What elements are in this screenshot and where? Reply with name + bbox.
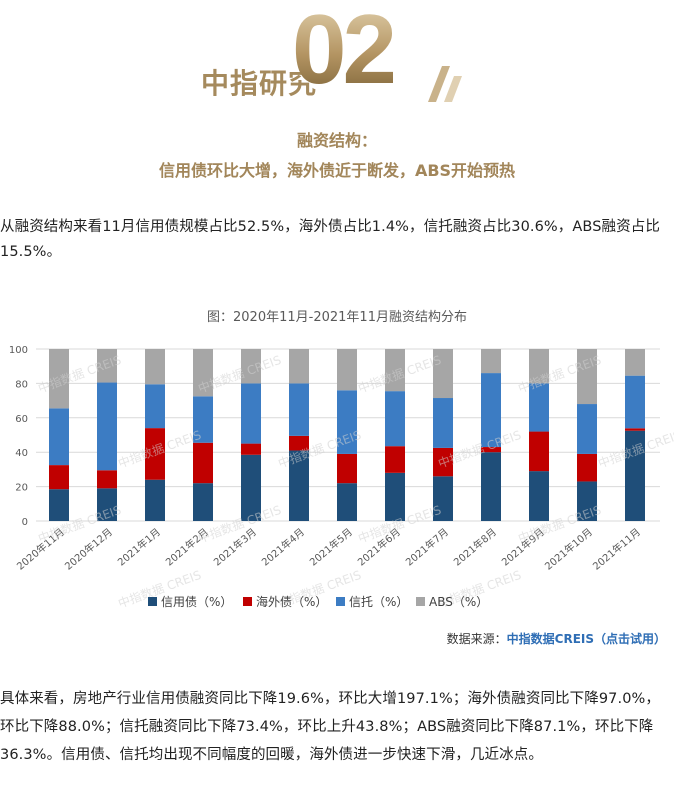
section-number: 02: [292, 0, 397, 104]
bar-trust: [289, 383, 309, 436]
bar-credit: [241, 454, 261, 521]
x-tick-label: 2021年1月: [115, 525, 163, 568]
section-header: 中指研究 02: [0, 0, 674, 120]
bar-abs: [433, 349, 453, 399]
x-tick-label: 2021年8月: [451, 525, 499, 568]
bar-overseas: [529, 431, 549, 472]
bar-trust: [625, 375, 645, 429]
bar-abs: [289, 349, 309, 384]
intro-paragraph: 从融资结构来看11月信用债规模占比52.5%，海外债占比1.4%，信托融资占比3…: [0, 219, 660, 260]
bar-abs: [145, 349, 165, 385]
bar-credit: [625, 430, 645, 521]
bar-trust: [481, 373, 501, 448]
bar-abs: [481, 349, 501, 374]
bar-trust: [49, 408, 69, 466]
y-tick-label: 20: [15, 483, 28, 494]
bar-credit: [289, 450, 309, 521]
y-tick-label: 40: [15, 448, 28, 459]
legend-label-abs: ABS（%）: [429, 595, 488, 609]
legend-swatch-abs: [416, 597, 425, 606]
source-prefix: 数据来源：: [446, 632, 507, 646]
legend-label-trust: 信托（%）: [349, 595, 408, 609]
brand-name: 中指研究: [201, 67, 318, 100]
y-tick-label: 60: [15, 414, 28, 425]
bar-overseas: [577, 453, 597, 482]
bar-credit: [337, 483, 357, 521]
bar-trust: [97, 382, 117, 471]
legend-label-overseas: 海外债（%）: [256, 594, 327, 609]
bar-credit: [385, 472, 405, 521]
y-tick-label: 0: [22, 517, 28, 528]
legend-swatch-trust: [336, 597, 345, 606]
bar-trust: [577, 404, 597, 454]
legend-label-credit: 信用债（%）: [161, 595, 232, 609]
chart-svg: 图：2020年11月-2021年11月融资结构分布 0 20 40 60 80 100 202…: [9, 310, 674, 611]
bar-abs: [241, 349, 261, 384]
section-title-line2: 信用债环比大增，海外债近于断发，ABS开始预热: [158, 161, 516, 180]
bar-credit: [481, 452, 501, 521]
bar-abs: [193, 349, 213, 397]
bar-abs: [337, 349, 357, 391]
bar-credit: [193, 483, 213, 521]
bar-trust: [193, 396, 213, 443]
bar-overseas: [625, 428, 645, 431]
bar-credit: [433, 476, 453, 521]
bar-overseas: [145, 428, 165, 480]
bar-abs: [49, 349, 69, 409]
bar-abs: [577, 349, 597, 405]
y-tick-label: 100: [9, 345, 28, 356]
bar-overseas: [289, 435, 309, 451]
bar-abs: [97, 349, 117, 383]
section-title-line1: 融资结构：: [296, 131, 377, 150]
x-tick-label: 2021年4月: [259, 525, 307, 568]
bar-credit: [529, 471, 549, 521]
bar-overseas: [49, 465, 69, 490]
source-link[interactable]: 中指数据CREIS（点击试用）: [506, 632, 666, 646]
bar-overseas: [385, 446, 405, 473]
bar-credit: [49, 489, 69, 521]
bar-trust: [433, 398, 453, 448]
x-tick-label: 2021年7月: [403, 525, 451, 568]
bar-trust: [241, 383, 261, 444]
y-tick-label: 80: [15, 379, 28, 390]
bar-trust: [529, 383, 549, 432]
legend-swatch-overseas: [243, 597, 252, 606]
bar-overseas: [433, 447, 453, 477]
bar-credit: [97, 488, 117, 521]
bar-overseas: [481, 447, 501, 453]
bar-abs: [385, 349, 405, 392]
financing-structure-chart: 图：2020年11月-2021年11月融资结构分布 0 20 40 60 80 100 202…: [0, 298, 674, 650]
bar-trust: [145, 384, 165, 429]
bar-trust: [337, 390, 357, 454]
bar-trust: [385, 391, 405, 447]
data-source: 数据来源：中指数据CREIS（点击试用）: [447, 630, 666, 647]
chart-title: 图：2020年11月-2021年11月融资结构分布: [207, 310, 467, 325]
bar-overseas: [193, 442, 213, 484]
decorative-slash-icon: [428, 66, 462, 102]
bar-overseas: [97, 470, 117, 489]
x-tick-label: 2021年5月: [307, 525, 355, 568]
bar-abs: [529, 349, 549, 384]
bar-credit: [145, 479, 165, 521]
body-paragraph: 具体来看，房地产行业信用债融资同比下降19.6%，环比大增197.1%；海外债融…: [0, 691, 661, 763]
legend-swatch-credit: [148, 597, 157, 606]
bar-overseas: [241, 443, 261, 455]
x-tick-label: 2021年11月: [590, 525, 643, 572]
bar-abs: [625, 349, 645, 376]
bar-overseas: [337, 453, 357, 484]
bar-credit: [577, 481, 597, 521]
